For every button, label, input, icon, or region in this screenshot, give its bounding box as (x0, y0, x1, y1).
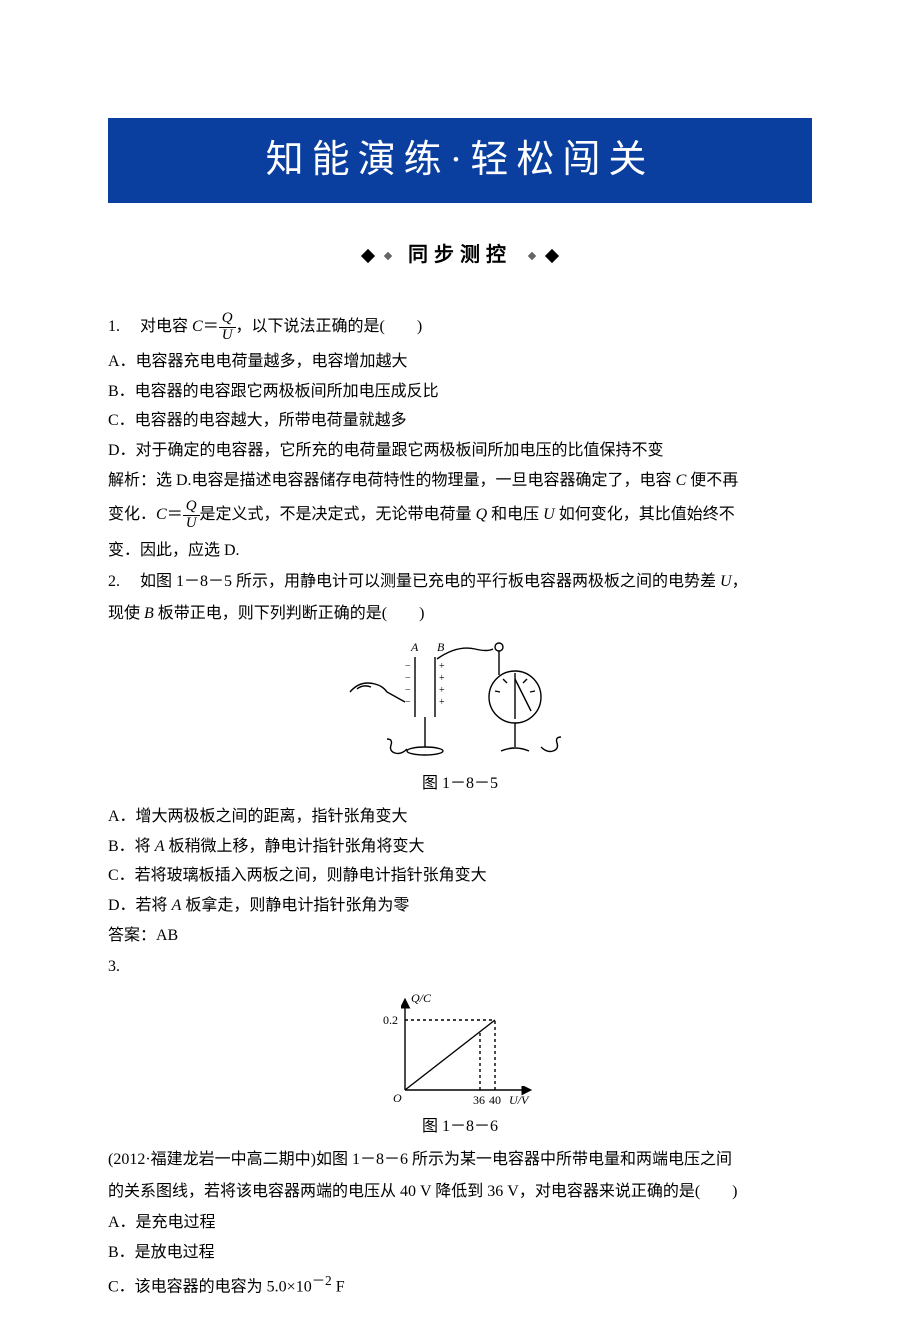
question-1-stem: 1. 对电容 C＝QU，以下说法正确的是( ) (108, 311, 812, 344)
fraction-q-over-u: QU (183, 499, 200, 532)
svg-text:−: − (405, 697, 411, 708)
svg-text:+: + (439, 661, 445, 672)
q1-analysis-line3: 变．因此，应选 D. (108, 538, 812, 564)
question-number: 1. (108, 318, 120, 335)
question-2-stem-line1: 2. 如图 1－8－5 所示，用静电计可以测量已充电的平行板电容器两极板之间的电… (108, 569, 812, 595)
svg-text:A: A (410, 640, 419, 654)
q1-analysis-line2: 变化．C＝QU是定义式，不是决定式，无论带电荷量 Q 和电压 U 如何变化，其比… (108, 499, 812, 532)
question-3-stem-line1: (2012·福建龙岩一中高二期中)如图 1－8－6 所示为某一电容器中所带电量和… (108, 1147, 812, 1173)
q3-option-b: B．是放电过程 (108, 1240, 812, 1266)
q2-option-a: A．增大两极板之间的距离，指针张角变大 (108, 804, 812, 830)
qv-chart-icon: Q/C 0.2 O 36 40 U/V (375, 990, 545, 1110)
diamond-icon (361, 249, 375, 263)
q1-option-d: D．对于确定的电容器，它所充的电荷量跟它两极板间所加电压的比值保持不变 (108, 438, 812, 464)
question-3-number: 3. (108, 954, 812, 980)
figure-1-8-6: Q/C 0.2 O 36 40 U/V (108, 990, 812, 1110)
question-3-stem-line2: 的关系图线，若将该电容器两端的电压从 40 V 降低到 36 V，对电容器来说正… (108, 1179, 812, 1205)
chart-origin: O (393, 1091, 402, 1105)
apparatus-diagram-icon: A − − − − B + + + + (345, 637, 575, 767)
figure-1-8-5: A − − − − B + + + + (108, 637, 812, 767)
q2-option-d: D．若将 A 板拿走，则静电计指针张角为零 (108, 893, 812, 919)
section-heading: 同步测控 (108, 239, 812, 271)
q3-option-a: A．是充电过程 (108, 1210, 812, 1236)
q1-option-a: A．电容器充电电荷量越多，电容增加越大 (108, 349, 812, 375)
figure-1-8-6-caption: 图 1－8－6 (108, 1114, 812, 1140)
section-heading-text: 同步测控 (408, 244, 512, 266)
diamond-icon (384, 252, 392, 260)
q1-option-c: C．电容器的电容越大，所带电荷量就越多 (108, 408, 812, 434)
svg-text:+: + (439, 673, 445, 684)
question-number: 2. (108, 573, 120, 590)
q2-option-b: B．将 A 板稍微上移，静电计指针张角将变大 (108, 834, 812, 860)
banner-title: 知能演练·轻松闯关 (108, 118, 812, 203)
chart-xtick-36: 36 (473, 1093, 485, 1107)
fraction-q-over-u: QU (219, 311, 236, 344)
question-2-stem-line2: 现使 B 板带正电，则下列判断正确的是( ) (108, 601, 812, 627)
q1-option-b: B．电容器的电容跟它两极板间所加电压成反比 (108, 379, 812, 405)
svg-text:−: − (405, 673, 411, 684)
document-page: 知能演练·轻松闯关 同步测控 1. 对电容 C＝QU，以下说法正确的是( ) A… (0, 0, 920, 1344)
svg-text:B: B (437, 640, 445, 654)
svg-text:−: − (405, 685, 411, 696)
chart-xlabel: U/V (509, 1093, 530, 1107)
q2-option-c: C．若将玻璃板插入两板之间，则静电计指针张角变大 (108, 863, 812, 889)
chart-ylabel: Q/C (411, 991, 432, 1005)
q1-analysis-line1: 解析：选 D.电容是描述电容器储存电荷特性的物理量，一旦电容器确定了，电容 C … (108, 468, 812, 494)
q2-answer: 答案：AB (108, 923, 812, 949)
figure-1-8-5-caption: 图 1－8－5 (108, 771, 812, 797)
svg-text:+: + (439, 697, 445, 708)
svg-text:+: + (439, 685, 445, 696)
svg-text:−: − (405, 661, 411, 672)
chart-ytick: 0.2 (383, 1013, 398, 1027)
chart-xtick-40: 40 (489, 1093, 501, 1107)
diamond-icon (528, 252, 536, 260)
diamond-icon (545, 249, 559, 263)
q3-option-c: C．该电容器的电容为 5.0×10－2 F (108, 1270, 812, 1300)
